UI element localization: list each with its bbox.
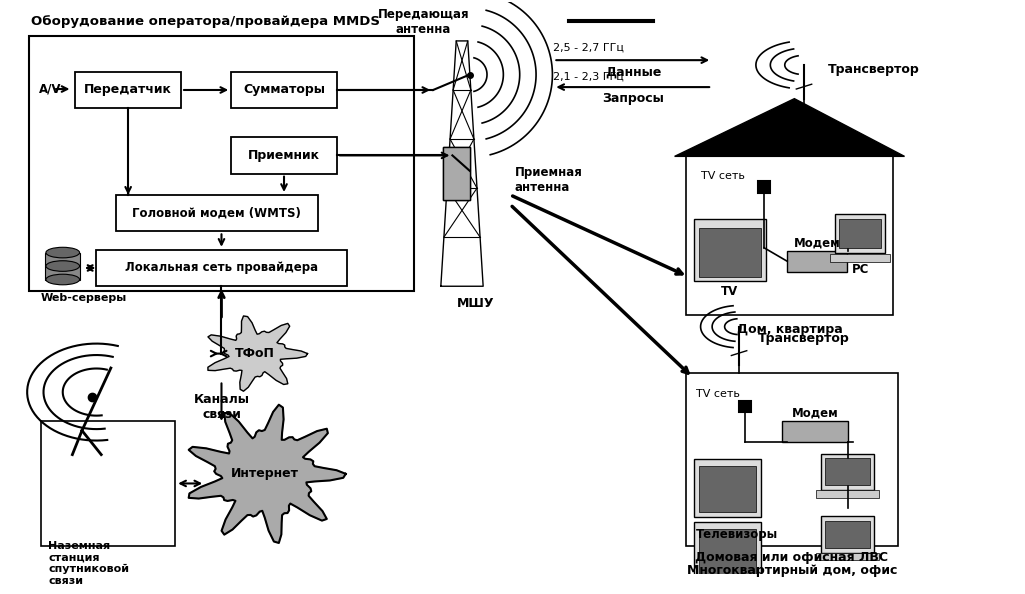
- FancyBboxPatch shape: [839, 219, 882, 248]
- Text: Трансвертор: Трансвертор: [828, 64, 919, 76]
- FancyBboxPatch shape: [739, 401, 750, 412]
- Text: TV сеть: TV сеть: [700, 170, 744, 181]
- FancyBboxPatch shape: [694, 219, 766, 282]
- Text: ТФоП: ТФоП: [235, 347, 275, 360]
- FancyBboxPatch shape: [116, 195, 318, 232]
- FancyBboxPatch shape: [231, 137, 337, 173]
- Ellipse shape: [46, 274, 80, 285]
- Text: Передатчик: Передатчик: [84, 84, 172, 96]
- Text: 2,1 - 2,3 ГГц: 2,1 - 2,3 ГГц: [554, 71, 624, 81]
- Text: PC: PC: [852, 263, 869, 276]
- FancyBboxPatch shape: [816, 490, 878, 498]
- Ellipse shape: [46, 261, 80, 271]
- Ellipse shape: [46, 247, 80, 258]
- Text: 2,5 - 2,7 ГГц: 2,5 - 2,7 ГГц: [554, 42, 624, 52]
- FancyBboxPatch shape: [45, 252, 80, 280]
- Polygon shape: [208, 316, 308, 391]
- FancyBboxPatch shape: [699, 466, 756, 513]
- FancyBboxPatch shape: [821, 454, 873, 490]
- Text: Домовая или офисная ЛВС: Домовая или офисная ЛВС: [696, 551, 889, 564]
- Polygon shape: [189, 405, 345, 543]
- FancyBboxPatch shape: [787, 251, 847, 272]
- Text: Приемная
антенна: Приемная антенна: [515, 166, 583, 194]
- FancyBboxPatch shape: [699, 228, 762, 277]
- Text: Наземная
станция
спутниковой
связи: Наземная станция спутниковой связи: [48, 541, 129, 586]
- FancyBboxPatch shape: [686, 373, 898, 546]
- FancyBboxPatch shape: [443, 147, 469, 200]
- Text: Локальная сеть провайдера: Локальная сеть провайдера: [125, 261, 318, 274]
- Text: Данные: Данные: [605, 65, 661, 78]
- FancyBboxPatch shape: [29, 36, 414, 291]
- Text: Многоквартирный дом, офис: Многоквартирный дом, офис: [687, 564, 897, 577]
- FancyBboxPatch shape: [782, 421, 848, 442]
- Text: Приемник: Приемник: [248, 149, 320, 162]
- FancyBboxPatch shape: [443, 147, 469, 200]
- FancyBboxPatch shape: [825, 521, 870, 548]
- FancyBboxPatch shape: [821, 516, 873, 553]
- Text: Web-серверы: Web-серверы: [41, 293, 127, 303]
- Text: A/V: A/V: [39, 83, 61, 96]
- FancyBboxPatch shape: [75, 72, 181, 108]
- FancyBboxPatch shape: [835, 214, 886, 252]
- FancyBboxPatch shape: [758, 181, 770, 193]
- FancyBboxPatch shape: [816, 553, 878, 560]
- FancyBboxPatch shape: [686, 156, 893, 315]
- Text: Модем: Модем: [791, 407, 838, 420]
- FancyBboxPatch shape: [96, 249, 346, 286]
- FancyBboxPatch shape: [41, 421, 175, 546]
- Text: Запросы: Запросы: [603, 92, 664, 105]
- Text: Передающая
антенна: Передающая антенна: [377, 8, 469, 36]
- Polygon shape: [674, 99, 904, 156]
- FancyBboxPatch shape: [694, 459, 762, 517]
- Text: Сумматоры: Сумматоры: [243, 84, 325, 96]
- Text: МШУ: МШУ: [457, 297, 495, 310]
- Text: Телевизоры: Телевизоры: [696, 528, 778, 541]
- Text: Трансвертор: Трансвертор: [758, 331, 850, 345]
- Text: TV сеть: TV сеть: [696, 389, 740, 399]
- Text: Интернет: Интернет: [231, 467, 298, 481]
- FancyBboxPatch shape: [694, 522, 762, 580]
- Text: TV: TV: [722, 285, 739, 298]
- FancyBboxPatch shape: [830, 254, 890, 262]
- Text: Оборудование оператора/провайдера MMDS: Оборудование оператора/провайдера MMDS: [31, 15, 380, 29]
- Text: Модем: Модем: [793, 236, 840, 249]
- FancyBboxPatch shape: [699, 529, 756, 575]
- FancyBboxPatch shape: [825, 459, 870, 485]
- Text: Каналы
связи: Каналы связи: [194, 393, 249, 421]
- Text: Дом, квартира: Дом, квартира: [737, 323, 843, 336]
- Text: Головной модем (WMTS): Головной модем (WMTS): [132, 207, 301, 220]
- FancyBboxPatch shape: [231, 72, 337, 108]
